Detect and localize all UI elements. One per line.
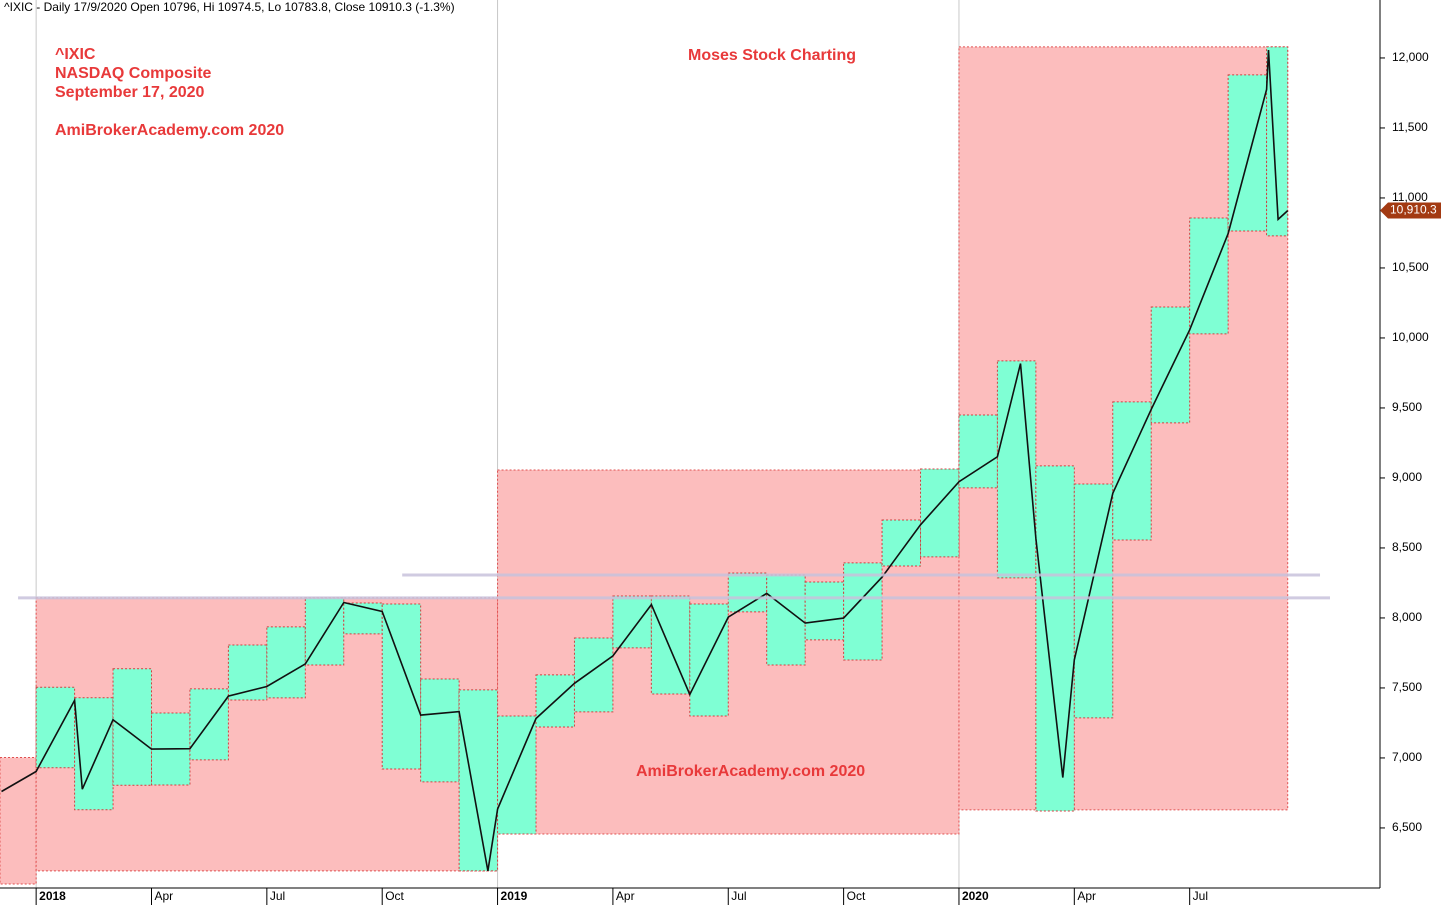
monthly-range-box (420, 678, 460, 783)
x-tick-label: Oct (385, 889, 404, 903)
monthly-range-box (958, 414, 998, 489)
monthly-range-box (266, 626, 306, 699)
y-tick-label: 8,500 (1392, 540, 1422, 554)
x-tick-label: Oct (847, 889, 866, 903)
monthly-range-box (35, 686, 76, 769)
monthly-range-box (727, 572, 768, 613)
y-tick-label: 11,000 (1392, 190, 1428, 204)
y-tick-label: 9,500 (1392, 400, 1422, 414)
y-tick-label: 9,000 (1392, 470, 1422, 484)
annotation: AmiBrokerAcademy.com 2020 (636, 763, 865, 780)
annotation: Moses Stock Charting (688, 47, 856, 64)
y-tick-label: 10,000 (1392, 330, 1429, 344)
y-tick-label: 6,500 (1392, 820, 1422, 834)
monthly-range-box (766, 574, 806, 666)
monthly-range-box (689, 603, 729, 717)
annotation: NASDAQ Composite (55, 65, 212, 82)
x-tick-label: Apr (154, 889, 173, 903)
x-tick-label: 2018 (39, 889, 66, 903)
annotation: ^IXIC (55, 46, 96, 63)
yearly-range-box (0, 757, 37, 885)
monthly-range-box (804, 581, 845, 641)
monthly-range-box (1150, 306, 1191, 424)
x-tick-label: Jul (1193, 889, 1208, 903)
y-tick-label: 10,500 (1392, 260, 1429, 274)
x-tick-label: Apr (616, 889, 635, 903)
x-tick-label: 2019 (501, 889, 528, 903)
annotation: AmiBrokerAcademy.com 2020 (55, 122, 284, 139)
y-tick-label: 7,500 (1392, 680, 1422, 694)
y-tick-label: 11,500 (1392, 120, 1428, 134)
annotation: September 17, 2020 (55, 84, 205, 101)
x-tick-label: Jul (270, 889, 285, 903)
monthly-range-box (1035, 465, 1075, 812)
monthly-range-box (1266, 46, 1289, 237)
monthly-range-box (612, 595, 652, 649)
chart-title: ^IXIC - Daily 17/9/2020 Open 10796, Hi 1… (4, 0, 455, 14)
y-tick-label: 12,000 (1392, 50, 1429, 64)
monthly-range-box (112, 668, 152, 786)
x-tick-label: Jul (731, 889, 746, 903)
x-tick-label: 2020 (962, 889, 989, 903)
last-price-marker (1380, 202, 1441, 219)
last-price-label: 10,910.3 (1390, 203, 1437, 217)
monthly-range-box (881, 519, 922, 567)
x-tick-label: Apr (1077, 889, 1096, 903)
monthly-range-box (189, 688, 229, 761)
monthly-range-box (74, 697, 114, 811)
monthly-range-box (920, 468, 960, 558)
monthly-range-box (573, 637, 614, 713)
price-line (1, 50, 1289, 872)
y-tick-label: 8,000 (1392, 610, 1422, 624)
monthly-range-box (1227, 74, 1268, 232)
monthly-range-box (381, 603, 422, 770)
y-tick-label: 7,000 (1392, 750, 1422, 764)
